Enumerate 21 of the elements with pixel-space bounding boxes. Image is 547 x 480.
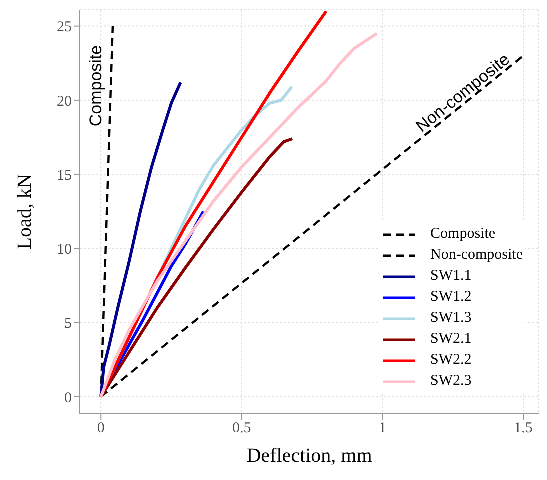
x-tick-label: 1 xyxy=(378,420,386,437)
y-tick-label: 15 xyxy=(57,168,72,184)
y-tick-label: 0 xyxy=(64,390,72,406)
y-tick-label: 25 xyxy=(57,20,72,36)
legend-label: SW1.1 xyxy=(430,268,472,285)
legend-label: SW1.3 xyxy=(430,310,472,327)
y-axis-title: Load, kN xyxy=(14,174,36,250)
x-tick-label: 1.5 xyxy=(514,420,533,437)
legend-label: Non-composite xyxy=(430,247,523,264)
y-tick-label: 10 xyxy=(57,242,72,258)
legend-label: SW1.2 xyxy=(430,289,472,306)
x-tick-label: 0.5 xyxy=(232,420,252,437)
annotation: Composite xyxy=(86,45,106,127)
legend-label: SW2.1 xyxy=(430,331,472,348)
x-tick-label: 0 xyxy=(97,420,105,437)
legend-label: SW2.2 xyxy=(430,352,472,369)
x-axis-title: Deflection, mm xyxy=(246,445,373,467)
legend-label: Composite xyxy=(430,226,496,243)
y-tick-label: 20 xyxy=(57,94,72,110)
y-tick-label: 5 xyxy=(64,316,72,332)
legend-label: SW2.3 xyxy=(430,373,472,390)
